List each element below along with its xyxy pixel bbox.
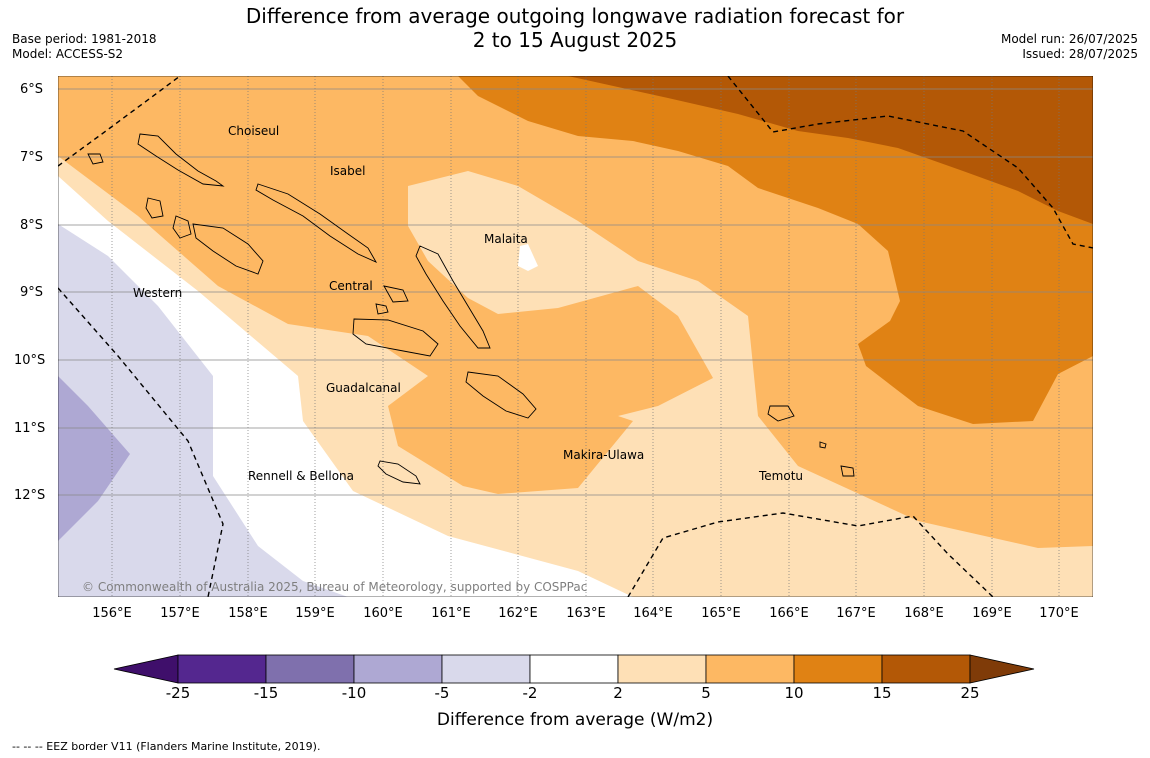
nggela-island xyxy=(383,285,409,303)
lon-label-167e: 167°E xyxy=(836,606,876,621)
colorbar-tick: 25 xyxy=(960,684,980,702)
tikopia-island xyxy=(819,441,827,449)
vella-lavella-island xyxy=(145,197,164,219)
lat-label-7s: 7°S xyxy=(20,150,44,165)
eez-legend: -- -- -- EEZ border V11 (Flanders Marine… xyxy=(12,740,321,753)
colorbar-tick: -5 xyxy=(434,684,450,702)
region-guadalcanal: Guadalcanal xyxy=(326,381,401,395)
shortland-island xyxy=(87,153,104,165)
title-line-1: Difference from average outgoing longwav… xyxy=(245,4,905,28)
santa-cruz-island xyxy=(767,405,795,422)
colorbar-tick: -25 xyxy=(165,684,191,702)
lon-label-165e: 165°E xyxy=(701,606,741,621)
contour-10-15 xyxy=(458,76,1093,424)
copyright-notice: © Commonwealth of Australia 2025, Bureau… xyxy=(82,580,588,594)
region-temotu: Temotu xyxy=(759,469,804,483)
lat-label-8s: 8°S xyxy=(20,218,44,233)
colorbar-bin-neg5-neg2 xyxy=(441,654,531,684)
base-info: Base period: 1981-2018 Model: ACCESS-S2 xyxy=(12,32,157,62)
colorbar-label: Difference from average (W/m2) xyxy=(436,710,714,730)
colorbar-bin-5-10 xyxy=(705,654,795,684)
colorbar-tick: -15 xyxy=(253,684,279,702)
lon-label-162e: 162°E xyxy=(498,606,538,621)
region-western: Western xyxy=(133,286,183,300)
colorbar-bin-10-15 xyxy=(793,654,883,684)
lon-label-158e: 158°E xyxy=(228,606,268,621)
guadalcanal-island xyxy=(352,318,439,357)
lat-label-9s: 9°S xyxy=(20,285,44,300)
lon-label-163e: 163°E xyxy=(566,606,606,621)
parallels xyxy=(58,88,1093,496)
map-title: Difference from average outgoing longwav… xyxy=(0,4,1150,52)
model-name: Model: ACCESS-S2 xyxy=(12,47,124,61)
vanikoro-island xyxy=(840,465,855,477)
contour-neg5-neg2 xyxy=(58,224,348,597)
lat-label-11s: 11°S xyxy=(14,421,46,436)
makira-island xyxy=(465,371,537,419)
lon-label-156e: 156°E xyxy=(92,606,132,621)
colorbar-arrow-low xyxy=(113,654,179,684)
region-makira-ulawa: Makira-Ulawa xyxy=(563,448,645,462)
kolombangara-island xyxy=(172,215,192,239)
colorbar-tick: -10 xyxy=(341,684,367,702)
region-isabel: Isabel xyxy=(330,164,366,178)
map-panel xyxy=(58,76,1093,597)
contour-15-25 xyxy=(568,76,1093,224)
lon-label-159e: 159°E xyxy=(295,606,335,621)
lon-label-161e: 161°E xyxy=(431,606,471,621)
colorbar-tick: 15 xyxy=(872,684,892,702)
lon-label-169e: 169°E xyxy=(972,606,1012,621)
isabel-island xyxy=(255,183,378,263)
issued-date: Issued: 28/07/2025 xyxy=(1022,47,1138,61)
russell-island xyxy=(375,303,389,315)
lon-label-168e: 168°E xyxy=(904,606,944,621)
colorbar-tick: 2 xyxy=(613,684,623,702)
colorbar-bin-neg25-neg15 xyxy=(177,654,267,684)
lon-label-166e: 166°E xyxy=(769,606,809,621)
lon-label-170e: 170°E xyxy=(1039,606,1079,621)
lat-label-6s: 6°S xyxy=(20,82,44,97)
colorbar-bin-neg15-neg10 xyxy=(265,654,355,684)
colorbar-bin-2-5 xyxy=(617,654,707,684)
region-choiseul: Choiseul xyxy=(228,124,280,138)
lon-label-157e: 157°E xyxy=(160,606,200,621)
lon-label-160e: 160°E xyxy=(363,606,403,621)
lon-label-164e: 164°E xyxy=(633,606,673,621)
new-georgia-island xyxy=(192,223,264,275)
lat-label-12s: 12°S xyxy=(14,488,46,503)
region-central: Central xyxy=(329,279,373,293)
colorbar-bin-neg10-neg5 xyxy=(353,654,443,684)
base-period: Base period: 1981-2018 xyxy=(12,32,157,46)
colorbar-bin-neg2-2 xyxy=(529,654,619,684)
region-malaita: Malaita xyxy=(484,232,528,246)
contour-neg10-neg5 xyxy=(58,376,130,541)
contour-patch-malaita xyxy=(518,244,538,271)
model-run: Model run: 26/07/2025 xyxy=(1000,32,1138,46)
run-info: Model run: 26/07/2025 Issued: 28/07/2025 xyxy=(1001,32,1138,62)
colorbar-tick: -2 xyxy=(522,684,538,702)
islands xyxy=(87,133,855,485)
colorbar-tick: 10 xyxy=(784,684,804,702)
region-rennell-bellona: Rennell & Bellona xyxy=(248,469,355,483)
colorbar-tick: 5 xyxy=(701,684,711,702)
rennell-island xyxy=(377,460,421,485)
title-line-2: 2 to 15 August 2025 xyxy=(472,28,678,52)
colorbar-bin-15-25 xyxy=(881,654,971,684)
choiseul-island xyxy=(137,133,225,187)
lat-label-10s: 10°S xyxy=(14,353,46,368)
colorbar xyxy=(113,654,1035,684)
colorbar-arrow-high xyxy=(969,654,1035,684)
malaita-island xyxy=(415,245,491,349)
eez-borders xyxy=(58,76,1093,597)
